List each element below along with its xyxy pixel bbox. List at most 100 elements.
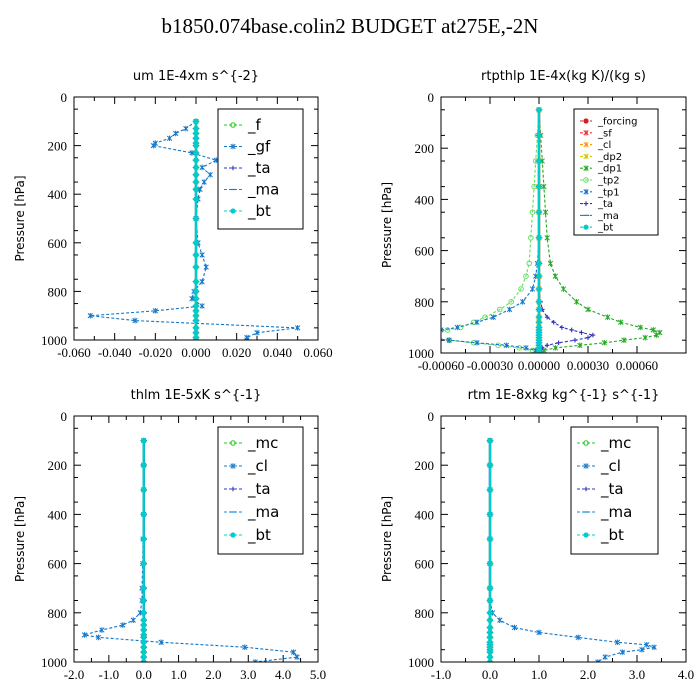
data-point-dp1: [547, 260, 554, 267]
x-tick-label: 0.00000: [518, 358, 560, 373]
data-point-dp1: [541, 183, 547, 190]
plot-frame: [440, 96, 687, 354]
data-point-bt: [487, 624, 493, 631]
data-point-bt: [536, 235, 542, 241]
data-point-dp1: [642, 334, 648, 341]
data-point-tp1: [523, 345, 529, 351]
data-point-bt: [141, 597, 147, 604]
data-point-cl: [497, 617, 503, 623]
data-point-ta: [544, 343, 550, 348]
data-point-gf: [87, 312, 93, 319]
y-tick-label: 800: [48, 606, 68, 621]
data-point-ta: [544, 314, 550, 320]
legend-label: _cl: [247, 457, 268, 476]
data-point-bt: [193, 325, 199, 331]
plot-area: [81, 437, 300, 662]
data-point-tp1: [426, 335, 431, 341]
data-point-bt: [193, 118, 199, 124]
data-point-bt: [536, 299, 542, 305]
legend-marker: [583, 177, 589, 183]
data-point-tp1: [529, 286, 536, 292]
data-point-bt: [193, 264, 199, 270]
data-point-cl: [130, 617, 136, 623]
chart-panel-1: um 1E-4xm s^{-2} Pressure [hPa] 0 200 400 600…: [13, 69, 333, 360]
data-point-tp2: [429, 335, 434, 340]
legend-label: _forcing: [597, 117, 638, 128]
legend-marker: [583, 118, 589, 124]
data-point-bt: [141, 634, 147, 641]
plot-area: [87, 118, 301, 340]
data-point-bt: [193, 313, 199, 319]
series-line-dp1: [538, 109, 662, 353]
data-point-tp1: [454, 324, 460, 331]
y-tick-label: 0: [61, 409, 68, 424]
data-point-cl: [644, 641, 650, 648]
data-point-cl: [158, 639, 164, 646]
y-tick-label: 1000: [408, 655, 434, 670]
x-tick-label: -0.040: [98, 345, 132, 360]
data-point-cl: [81, 632, 88, 638]
data-point-tp1: [503, 342, 509, 349]
data-point-gf: [189, 150, 195, 156]
data-point-cl: [95, 634, 102, 641]
x-tick-label: 0.060: [303, 345, 332, 360]
y-tick-label: 800: [48, 284, 68, 299]
data-point-bt: [141, 438, 147, 444]
data-point-gf: [183, 125, 189, 132]
data-point-tp2: [523, 273, 529, 280]
x-tick-label: -0.00060: [418, 358, 465, 373]
y-tick-label: 600: [48, 236, 68, 251]
legend-label: _sf: [597, 128, 612, 139]
data-point-bt: [536, 132, 542, 138]
x-tick-label: -1.0: [99, 667, 120, 682]
data-point-ta: [585, 335, 591, 340]
data-point-gf: [197, 186, 203, 193]
legend-marker: [583, 189, 589, 195]
legend-marker: [230, 440, 236, 446]
data-point-bt: [141, 585, 147, 591]
legend-marker: [230, 122, 236, 128]
data-point-bt: [487, 511, 493, 517]
x-tick-label: 0.00030: [567, 358, 609, 373]
legend-marker: [583, 141, 589, 148]
data-point-bt: [141, 639, 147, 645]
data-point-tp1: [446, 337, 452, 343]
data-point-bt: [141, 536, 147, 542]
data-point-dp1: [552, 345, 558, 351]
data-point-bt: [193, 130, 199, 137]
data-point-tp2: [444, 327, 451, 333]
data-point-bt: [193, 186, 199, 192]
y-tick-label: 600: [415, 557, 435, 572]
data-point-bt: [536, 209, 542, 215]
x-tick-label: -0.060: [57, 345, 91, 360]
legend-marker: [583, 224, 589, 230]
data-point-bt: [536, 273, 542, 279]
data-point-bt: [487, 462, 493, 468]
data-point-gf: [199, 164, 205, 171]
legend-label: _bt: [247, 526, 271, 545]
data-point-bt: [193, 337, 199, 340]
y-tick-label: 1000: [41, 333, 67, 348]
data-point-gf: [203, 264, 209, 270]
legend-label: _f: [247, 116, 262, 135]
data-point-dp1: [604, 314, 611, 320]
data-point-tp1: [426, 330, 431, 336]
data-point-tp2: [529, 209, 536, 215]
data-point-bt: [193, 157, 199, 163]
data-point-dp1: [577, 342, 583, 349]
legend-marker: [583, 130, 589, 136]
data-point-bt: [193, 196, 199, 202]
data-point-bt: [487, 536, 493, 542]
data-point-tp2: [528, 235, 534, 241]
data-point-gf: [189, 295, 195, 302]
legend: _f _gf _ta _ma _bt: [217, 108, 304, 230]
x-tick-label: 2.0: [580, 667, 596, 682]
data-point-gf: [152, 308, 158, 314]
x-tick-label: 0.020: [222, 345, 251, 360]
data-point-dp1: [542, 209, 549, 215]
data-point-ta: [572, 337, 578, 343]
data-point-bt: [487, 597, 493, 604]
data-point-dp1: [544, 235, 550, 241]
data-point-bt: [193, 288, 199, 294]
data-point-bt: [487, 610, 493, 616]
